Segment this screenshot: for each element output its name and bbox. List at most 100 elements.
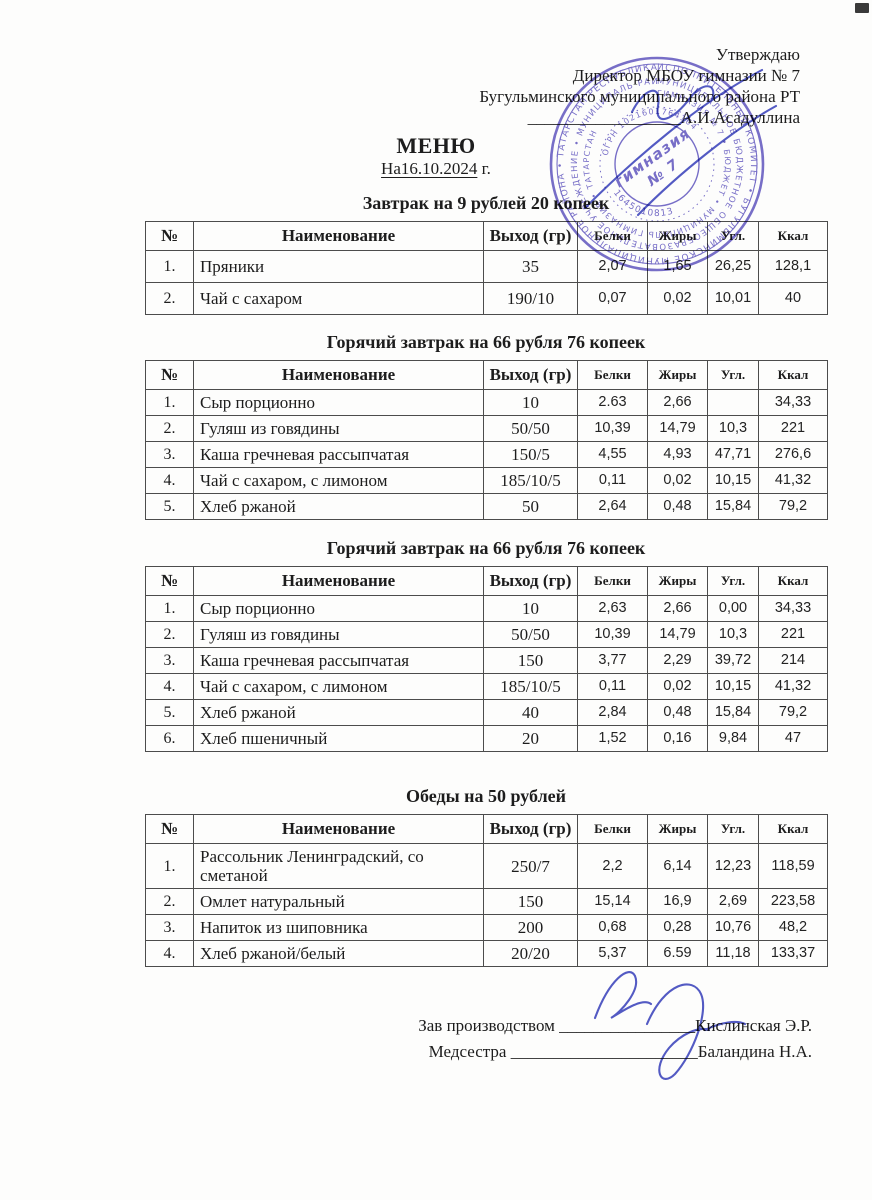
table-cell: 39,72 <box>707 647 759 674</box>
table-cell: 50/50 <box>483 621 578 648</box>
table-cell: 2,84 <box>577 699 648 726</box>
table-cell: Напиток из шиповника <box>193 914 484 941</box>
table-cell: Хлеб ржаной <box>193 493 484 520</box>
signature-label: Зав производством <box>418 1016 560 1035</box>
column-header: № <box>145 566 194 596</box>
table-cell: 4. <box>145 467 194 494</box>
column-header: Жиры <box>647 360 708 390</box>
table-cell: 2. <box>145 888 194 915</box>
table-cell: 250/7 <box>483 843 578 889</box>
table-cell: 9,84 <box>707 725 759 752</box>
table-cell: 1. <box>145 250 194 283</box>
table-cell: 12,23 <box>707 843 759 889</box>
table-header-row: № Наименование Выход (гр) Белки Жиры Угл. Ккал <box>145 360 828 390</box>
column-header: № <box>145 814 194 844</box>
table-cell: 6. <box>145 725 194 752</box>
table-cell: Гуляш из говядины <box>193 621 484 648</box>
table-cell: 14,79 <box>647 415 708 442</box>
table-row: 2. Омлет натуральный 150 15,14 16,9 2,69 223,5… <box>145 888 828 915</box>
table-cell: 50 <box>483 493 578 520</box>
column-header: Угл. <box>707 360 759 390</box>
approval-block: Утверждаю Директор МБОУ гимназии № 7 Буг… <box>0 0 872 128</box>
table-cell: 185/10/5 <box>483 467 578 494</box>
table-cell: Каша гречневая рассыпчатая <box>193 647 484 674</box>
table-header-row: № Наименование Выход (гр) Белки Жиры Угл. Ккал <box>145 566 828 596</box>
table-cell: Пряники <box>193 250 484 283</box>
table-cell: Омлет натуральный <box>193 888 484 915</box>
table-cell: 1. <box>145 843 194 889</box>
table-row: 1. Рассольник Ленинградский, со сметаной 2… <box>145 843 828 889</box>
table-cell: 16,9 <box>647 888 708 915</box>
table-cell: 3,77 <box>577 647 648 674</box>
table-cell: 1,52 <box>577 725 648 752</box>
table-cell: 34,33 <box>758 389 828 416</box>
table-cell: 185/10/5 <box>483 673 578 700</box>
table-cell: 0,07 <box>577 282 648 315</box>
column-header: Ккал <box>758 360 828 390</box>
table-cell: 47,71 <box>707 441 759 468</box>
table-row: 3. Каша гречневая рассыпчатая 150/5 4,55 4,9… <box>145 441 828 468</box>
column-header: Жиры <box>647 814 708 844</box>
table-cell: Хлеб ржаной/белый <box>193 940 484 967</box>
column-header: Выход (гр) <box>483 814 578 844</box>
table-cell: 2,66 <box>647 595 708 622</box>
table-cell: 5. <box>145 699 194 726</box>
signature-row-nurse: Медсестра ______________________Баландин… <box>0 1039 812 1065</box>
column-header: № <box>145 221 194 251</box>
column-header: № <box>145 360 194 390</box>
table-cell: 1. <box>145 389 194 416</box>
table-cell: 10,39 <box>577 621 648 648</box>
column-header: Наименование <box>193 360 484 390</box>
table-cell: 0,02 <box>647 282 708 315</box>
table-cell: Чай с сахаром, с лимоном <box>193 467 484 494</box>
table-cell: 0,11 <box>577 467 648 494</box>
table-header-row: № Наименование Выход (гр) Белки Жиры Угл. Ккал <box>145 814 828 844</box>
menu-table-breakfast: № Наименование Выход (гр) Белки Жиры Угл. Ккал… <box>145 221 828 315</box>
column-header: Угл. <box>707 221 759 251</box>
table-row: 6. Хлеб пшеничный 20 1,52 0,16 9,84 47 <box>145 725 828 752</box>
table-cell: Хлеб ржаной <box>193 699 484 726</box>
table-cell: 10,3 <box>707 415 759 442</box>
table-cell: 10,01 <box>707 282 759 315</box>
table-row: 5. Хлеб ржаной 50 2,64 0,48 15,84 79,2 <box>145 493 828 520</box>
table-cell: 50/50 <box>483 415 578 442</box>
column-header: Белки <box>577 814 648 844</box>
table-row: 4. Чай с сахаром, с лимоном 185/10/5 0,11 0,… <box>145 467 828 494</box>
column-header: Выход (гр) <box>483 566 578 596</box>
table-cell: 0,16 <box>647 725 708 752</box>
column-header: Выход (гр) <box>483 221 578 251</box>
table-row: 1. Сыр порционно 10 2.63 2,66 34,33 <box>145 389 828 416</box>
table-cell: 10 <box>483 595 578 622</box>
table-cell: 20 <box>483 725 578 752</box>
table-cell: 4,93 <box>647 441 708 468</box>
signature-name: Кислинская Э.Р. <box>695 1016 812 1035</box>
column-header: Наименование <box>193 221 484 251</box>
table-cell: 2,64 <box>577 493 648 520</box>
approval-line-3: Бугульминского муниципального района РТ <box>479 87 800 106</box>
table-cell: 0,48 <box>647 493 708 520</box>
table-cell: 5. <box>145 493 194 520</box>
table-cell: 4. <box>145 673 194 700</box>
table-cell: 1. <box>145 595 194 622</box>
section-title-hot-breakfast-2: Горячий завтрак на 66 рубля 76 копеек <box>326 538 646 558</box>
table-cell: 15,84 <box>707 493 759 520</box>
table-cell: 1,65 <box>647 250 708 283</box>
table-cell: 3. <box>145 914 194 941</box>
table-row: 3. Каша гречневая рассыпчатая 150 3,77 2,29 3… <box>145 647 828 674</box>
table-row: 2. Гуляш из говядины 50/50 10,39 14,79 10,3 22… <box>145 415 828 442</box>
table-cell: 41,32 <box>758 673 828 700</box>
column-header: Наименование <box>193 814 484 844</box>
table-row: 3. Напиток из шиповника 200 0,68 0,28 10,76 48… <box>145 914 828 941</box>
table-cell: 10,3 <box>707 621 759 648</box>
menu-table-hot-breakfast-1: № Наименование Выход (гр) Белки Жиры Угл. Ккал… <box>145 360 828 520</box>
approval-line-2: Директор МБОУ гимназии № 7 <box>572 66 800 85</box>
column-header: Выход (гр) <box>483 360 578 390</box>
date-suffix: г. <box>477 159 491 178</box>
column-header: Белки <box>577 360 648 390</box>
table-cell: Каша гречневая рассыпчатая <box>193 441 484 468</box>
table-cell: 79,2 <box>758 493 828 520</box>
table-cell: 10,76 <box>707 914 759 941</box>
table-cell: 190/10 <box>483 282 578 315</box>
table-cell: 14,79 <box>647 621 708 648</box>
